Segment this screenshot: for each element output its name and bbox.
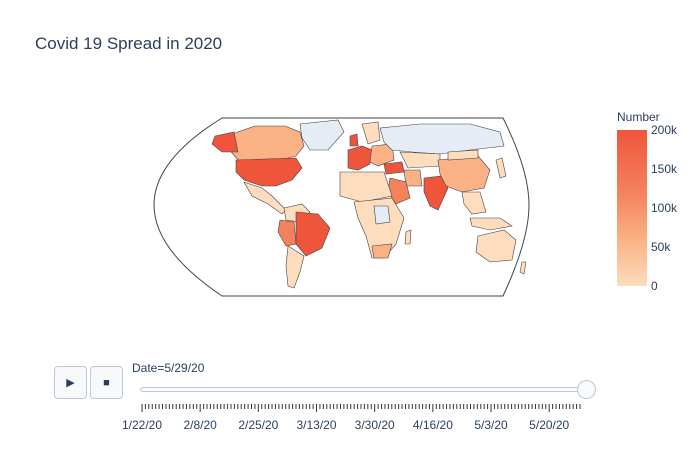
country-australia[interactable] [475,229,517,263]
country-russia[interactable] [379,123,505,155]
chart-title: Covid 19 Spread in 2020 [35,34,223,53]
country-mongolia[interactable] [447,149,479,161]
colorbar-tick-0: 0 [651,279,658,293]
country-japan[interactable] [495,157,507,179]
play-button[interactable]: ▶ [54,366,87,399]
country-indonesia[interactable] [469,217,513,231]
country-western-europe[interactable] [347,145,373,171]
country-madagascar[interactable] [404,229,412,245]
slider-tick-label: 5/20/20 [529,418,570,432]
country-argentina[interactable] [285,245,305,289]
country-mexico[interactable] [243,181,287,215]
country-peru[interactable] [277,219,297,247]
stop-button[interactable]: ■ [90,366,123,399]
country-southeast-asia[interactable] [461,191,487,215]
colorbar-title: Number [617,110,660,124]
country-scandinavia[interactable] [361,121,381,145]
country-central-african-no-data[interactable] [373,205,391,225]
country-usa-alaska[interactable] [211,131,239,153]
slider-tick-label: 1/22/20 [121,418,163,432]
stop-icon: ■ [103,376,110,389]
colorbar-tick-100k: 100k [651,201,678,215]
colorbar-tick-200k: 200k [651,123,678,137]
country-new-zealand[interactable] [519,261,527,275]
colorbar-tick-50k: 50k [651,240,671,254]
play-icon: ▶ [66,377,75,389]
country-canada[interactable] [227,125,305,161]
slider-current-value: Date=5/29/20 [132,361,205,375]
slider-tick-label: 5/3/20 [474,418,508,432]
country-usa[interactable] [235,157,303,187]
country-south-africa[interactable] [371,243,393,259]
colorbar-tick-150k: 150k [651,162,678,176]
country-north-africa[interactable] [339,171,393,203]
country-brazil[interactable] [295,211,331,257]
slider-tick-label: 3/13/20 [296,418,337,432]
country-iran[interactable] [403,169,423,187]
country-uk[interactable] [349,133,359,147]
slider-handle[interactable] [577,380,596,399]
colorbar-gradient [617,130,647,286]
slider-tick-label: 2/8/20 [183,418,217,432]
country-china[interactable] [437,155,491,193]
slider-tick-label: 3/30/20 [354,418,395,432]
slider-tick-label: 2/25/20 [238,418,279,432]
slider-tick-label: 4/16/20 [412,418,453,432]
